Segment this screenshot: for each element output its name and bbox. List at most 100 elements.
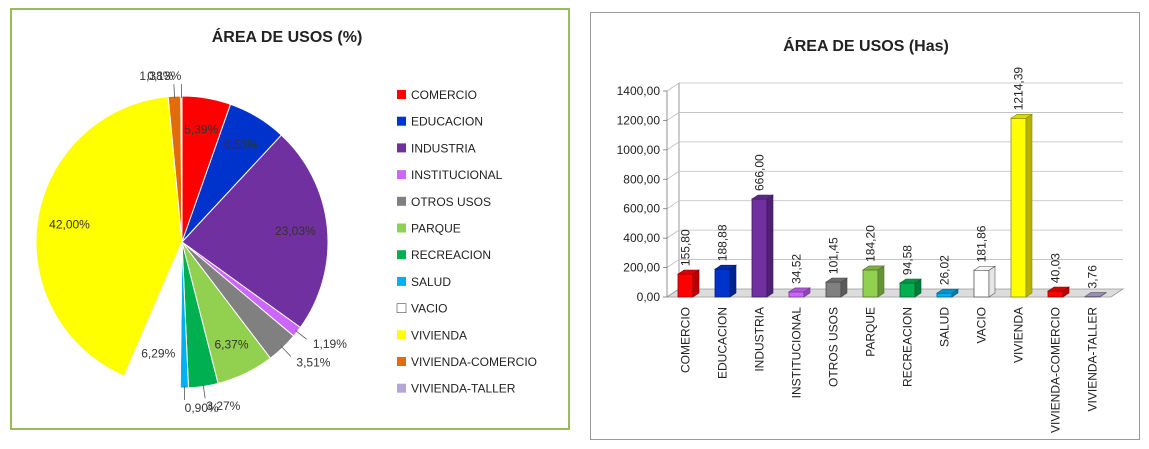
bar-value-vacio: 181,86: [975, 225, 989, 262]
bar-side-industria: [766, 194, 774, 298]
pie-label-vivienda: 42,00%: [49, 217, 90, 231]
bar-otros-usos: [825, 281, 842, 298]
bar-salud: [936, 292, 953, 298]
pie-legend-label-recreacion: RECREACION: [411, 248, 491, 262]
pie-legend-label-vivienda-taller: VIVIENDA-TALLER: [411, 382, 516, 396]
bar-chart: ÁREA DE USOS (Has) 0,00 200,00 400,00 600,0…: [617, 36, 1125, 433]
bar-ytick-label: 600,00: [623, 202, 660, 216]
pie-label-vivienda-comercio: 1,38%: [139, 69, 173, 83]
bar-gridline: [666, 141, 1123, 151]
pie-legend-label-vivienda: VIVIENDA: [411, 328, 467, 342]
pie-legend-swatch-parque: [397, 223, 406, 233]
pie-legend-swatch-vacio: [396, 303, 407, 314]
pie-leader-line: [280, 346, 292, 357]
bar-side-vacio: [988, 265, 996, 298]
bar-chart-panel: ÁREA DE USOS (Has) 0,00 200,00 400,00 600,0…: [590, 12, 1140, 440]
pie-leader-line: [173, 84, 175, 99]
pie-legend-label-comercio: COMERCIO: [411, 88, 477, 102]
bar-category-vivienda-comercio: VIVIENDA-COMERCIO: [1049, 307, 1063, 433]
pie-legend-label-industria: INDUSTRIA: [411, 141, 476, 155]
bar-top-vivienda-taller: [1084, 292, 1107, 297]
pie-slice-vivienda: [35, 96, 183, 377]
pie-label-otros-usos: 3,51%: [296, 355, 330, 369]
bar-top-educacion: [714, 264, 737, 270]
bar-ytick-label: 800,00: [623, 172, 660, 186]
pie-leader-line: [295, 330, 307, 340]
pie-label-institucional: 1,19%: [313, 337, 347, 351]
bar-category-otros-usos: OTROS USOS: [827, 307, 841, 387]
bar-category-vacio: VACIO: [975, 307, 989, 343]
bar-gridline: [666, 200, 1123, 210]
bar-top-salud: [936, 288, 959, 294]
bar-side-educacion: [729, 264, 737, 298]
pie-legend-label-otros-usos: OTROS USOS: [411, 195, 491, 209]
bar-value-vivienda-comercio: 40,03: [1049, 253, 1063, 283]
bar-side-parque: [877, 265, 885, 298]
bar-top-parque: [862, 265, 885, 271]
bar-category-salud: SALUD: [938, 307, 952, 347]
bar-educacion: [714, 268, 731, 298]
bar-category-comercio: COMERCIO: [679, 307, 693, 373]
pie-legend-swatch-institucional: [397, 170, 406, 180]
bar-chart-title: ÁREA DE USOS (Has): [783, 36, 949, 55]
pie-legend-swatch-vivienda-taller: [397, 383, 406, 393]
bar-vacio: [973, 269, 990, 298]
bar-top-institucional: [788, 287, 811, 293]
pie-legend-swatch-otros-usos: [397, 196, 406, 206]
bar-floor: [665, 288, 1125, 298]
bar-gridline: [666, 82, 1123, 92]
bar-category-institucional: INSTITUCIONAL: [790, 307, 804, 399]
bar-recreacion: [899, 282, 916, 298]
bar-value-vivienda: 1214,39: [1012, 67, 1026, 111]
bar-gridline: [666, 170, 1123, 180]
pie-legend-swatch-vivienda-comercio: [397, 357, 406, 366]
bar-category-educacion: EDUCACION: [716, 307, 730, 379]
pie-legend-swatch-vivienda: [397, 330, 406, 340]
pie-chart: ÁREA DE USOS (%) 5,39% 6,53% 23,03% 1,19% 3,…: [35, 27, 537, 415]
pie-label-parque: 6,37%: [215, 338, 249, 352]
pie-legend-swatch-industria: [397, 143, 406, 153]
pie-slice-industria: [181, 134, 329, 329]
bar-industria: [751, 198, 768, 298]
pie-leader-line: [202, 384, 206, 399]
bar-ytick-label: 400,00: [623, 231, 660, 245]
bar-gridline: [666, 229, 1123, 239]
pie-label-vacio: 6,29%: [141, 346, 175, 360]
pie-legend-label-vivienda-comercio: VIVIENDA-COMERCIO: [411, 355, 537, 369]
bar-ytick-label: 1400,00: [617, 84, 661, 98]
bar-value-industria: 666,00: [753, 154, 767, 191]
bar-value-salud: 26,02: [938, 255, 952, 285]
bar-top-industria: [751, 194, 774, 200]
bar-comercio: [677, 273, 694, 298]
bar-gridline: [666, 112, 1123, 121]
bar-vivienda-comercio: [1047, 290, 1064, 298]
bar-side-comercio: [692, 269, 700, 298]
bar-value-comercio: 155,80: [679, 229, 693, 266]
bar-ytick-label: 0,00: [637, 290, 661, 304]
pie-label-comercio: 5,39%: [184, 123, 218, 137]
pie-chart-title: ÁREA DE USOS (%): [212, 27, 363, 46]
bar-category-vivienda: VIVIENDA: [1012, 307, 1026, 363]
pie-legend-swatch-comercio: [397, 90, 406, 99]
bar-ytick-label: 200,00: [623, 261, 660, 275]
bar-top-otros-usos: [825, 277, 848, 283]
bar-top-vacio: [973, 265, 996, 271]
bar-ytick-label: 1000,00: [617, 143, 661, 157]
pie-label-recreacion: 3,27%: [206, 399, 240, 413]
pie-label-educacion: 6,53%: [224, 138, 258, 152]
bar-gridline: [666, 259, 1123, 268]
bar-value-institucional: 34,52: [790, 254, 804, 284]
pie-legend-label-vacio: VACIO: [411, 302, 447, 316]
pie-legend-label-salud: SALUD: [411, 275, 451, 289]
bar-top-recreacion: [899, 278, 922, 284]
bar-value-educacion: 188,88: [716, 224, 730, 261]
bar-category-vivienda-taller: VIVIENDA-TALLER: [1086, 307, 1100, 412]
bar-value-otros-usos: 101,45: [827, 237, 841, 274]
pie-legend-swatch-recreacion: [397, 250, 406, 260]
bar-category-industria: INDUSTRIA: [753, 307, 767, 372]
pie-legend-label-institucional: INSTITUCIONAL: [411, 168, 503, 182]
pie-label-vivienda-taller: 0,13%: [147, 69, 181, 83]
pie-label-salud: 0,90%: [185, 401, 219, 415]
bar-top-vivienda-comercio: [1047, 286, 1070, 292]
bar-value-parque: 184,20: [864, 225, 878, 262]
